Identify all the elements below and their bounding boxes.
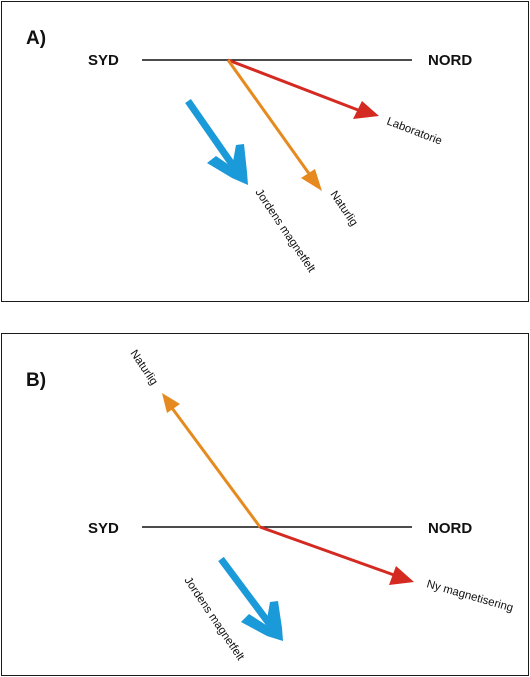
panel-a-north-label: NORD xyxy=(428,52,472,69)
panel-b-north-label: NORD xyxy=(428,520,472,537)
panel-a-natural-label: Naturlig xyxy=(328,189,360,229)
panel-b-label: B) xyxy=(26,370,46,391)
panel-a-laboratory-label: Laboratorie xyxy=(385,116,444,148)
panel-a-laboratory-arrow xyxy=(227,58,379,119)
panel-a-natural-arrow xyxy=(226,59,322,191)
panel-a-earth-field-label: Jordens magnetfelt xyxy=(253,187,318,275)
panel-a-south-label: SYD xyxy=(88,52,119,69)
panel-b-earth-field-arrow xyxy=(218,556,283,641)
panel-b-earth-field-label: Jordens magnetfelt xyxy=(182,575,247,663)
panel-a-label: A) xyxy=(26,28,46,49)
panel-b-natural-label: Naturlig xyxy=(128,348,160,388)
panel-b-new-magnetization-arrow xyxy=(259,525,414,585)
panel-b-natural-arrow xyxy=(162,393,262,528)
panel-a xyxy=(1,1,529,302)
panel-a-earth-field-arrow xyxy=(185,99,248,185)
panel-b-new-magnetization-label: Ny magnetisering xyxy=(425,578,514,614)
panel-b-south-label: SYD xyxy=(88,520,119,537)
